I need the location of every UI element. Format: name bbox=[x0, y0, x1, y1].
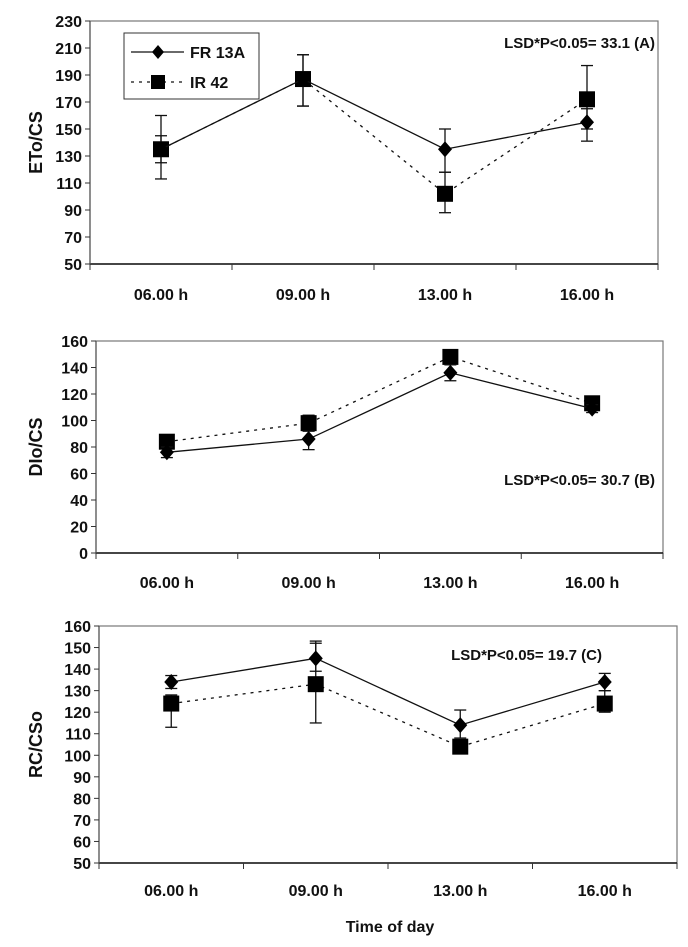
x-tick-label: 06.00 h bbox=[134, 287, 188, 304]
data-point-diamond bbox=[585, 400, 600, 417]
series-line-fr-13a bbox=[160, 78, 588, 150]
y-tick-label: 110 bbox=[56, 176, 82, 193]
y-tick-label: 150 bbox=[64, 641, 91, 658]
data-point-square bbox=[579, 91, 595, 108]
data-point-diamond bbox=[308, 650, 323, 667]
y-tick-label: 110 bbox=[65, 727, 91, 744]
data-point-square bbox=[452, 738, 469, 755]
y-tick-label: 90 bbox=[64, 203, 82, 220]
data-point-diamond bbox=[164, 674, 179, 691]
y-tick-label: 140 bbox=[64, 662, 91, 679]
data-point-square bbox=[158, 433, 175, 450]
data-point-square bbox=[437, 185, 453, 202]
x-tick-label: 09.00 h bbox=[276, 287, 330, 304]
x-tick-label: 13.00 h bbox=[433, 883, 487, 900]
y-tick-label: 20 bbox=[70, 520, 88, 537]
y-tick-label: 80 bbox=[70, 440, 88, 457]
y-axis-title: ETo/CS bbox=[26, 111, 46, 174]
y-tick-label: 40 bbox=[70, 493, 88, 510]
y-tick-label: 0 bbox=[79, 546, 88, 563]
legend-diamond-marker bbox=[152, 45, 164, 59]
plot-frame bbox=[95, 340, 664, 554]
x-tick-label: 06.00 h bbox=[144, 883, 198, 900]
y-tick-label: 70 bbox=[64, 230, 82, 247]
y-tick-label: 50 bbox=[64, 257, 82, 274]
y-tick-label: 90 bbox=[73, 770, 91, 787]
lsd-annotation: LSD*P<0.05= 30.7 (B) bbox=[504, 472, 655, 489]
y-tick-label: 120 bbox=[61, 387, 88, 404]
series-line-fr-13a bbox=[166, 372, 593, 453]
legend-label-ir42: IR 42 bbox=[190, 75, 228, 92]
y-tick-label: 100 bbox=[64, 748, 91, 765]
x-tick-label: 16.00 h bbox=[578, 883, 632, 900]
x-tick-label: 06.00 h bbox=[140, 575, 194, 592]
series-line-ir-42 bbox=[171, 683, 605, 748]
data-point-diamond bbox=[453, 717, 468, 734]
y-tick-label: 160 bbox=[64, 619, 91, 636]
data-point-diamond bbox=[443, 364, 458, 381]
y-axis-title: DIo/CS bbox=[26, 417, 46, 476]
series-line-fr-13a bbox=[171, 657, 605, 726]
y-axis-title: RC/CSo bbox=[26, 711, 46, 778]
data-point-diamond bbox=[154, 141, 168, 158]
y-tick-label: 190 bbox=[55, 68, 82, 85]
x-axis-title: Time of day bbox=[346, 919, 435, 936]
legend-square-marker bbox=[151, 75, 165, 89]
data-point-square bbox=[300, 415, 317, 432]
x-tick-label: 09.00 h bbox=[289, 883, 343, 900]
data-point-square bbox=[163, 695, 180, 712]
legend-label-fr13a: FR 13A bbox=[190, 45, 246, 62]
y-tick-label: 170 bbox=[55, 95, 82, 112]
data-point-square bbox=[307, 676, 324, 693]
y-tick-label: 140 bbox=[61, 361, 88, 378]
x-tick-label: 09.00 h bbox=[281, 575, 335, 592]
legend-box bbox=[123, 32, 260, 100]
data-point-square bbox=[442, 348, 459, 365]
data-point-square bbox=[596, 695, 613, 712]
series-line-ir-42 bbox=[166, 356, 593, 443]
data-point-diamond bbox=[301, 431, 316, 448]
x-tick-label: 16.00 h bbox=[565, 575, 619, 592]
lsd-annotation: LSD*P<0.05= 33.1 (A) bbox=[504, 35, 655, 52]
x-tick-label: 13.00 h bbox=[418, 287, 472, 304]
y-tick-label: 100 bbox=[61, 414, 88, 431]
data-point-diamond bbox=[580, 114, 594, 131]
x-tick-label: 16.00 h bbox=[560, 287, 614, 304]
y-tick-label: 80 bbox=[73, 791, 91, 808]
y-tick-label: 230 bbox=[55, 14, 82, 31]
y-tick-label: 50 bbox=[73, 856, 91, 873]
y-tick-label: 210 bbox=[55, 41, 82, 58]
x-tick-label: 13.00 h bbox=[423, 575, 477, 592]
data-point-diamond bbox=[159, 444, 174, 461]
y-tick-label: 160 bbox=[61, 334, 88, 351]
y-tick-label: 60 bbox=[70, 467, 88, 484]
y-tick-label: 130 bbox=[64, 684, 91, 701]
data-point-diamond bbox=[296, 71, 310, 88]
y-tick-label: 150 bbox=[55, 122, 82, 139]
y-tick-label: 130 bbox=[55, 149, 82, 166]
y-tick-label: 60 bbox=[73, 834, 91, 851]
data-point-diamond bbox=[597, 674, 612, 691]
y-tick-label: 70 bbox=[73, 813, 91, 830]
data-point-diamond bbox=[438, 141, 452, 158]
y-tick-label: 120 bbox=[64, 705, 91, 722]
lsd-annotation: LSD*P<0.05= 19.7 (C) bbox=[451, 647, 602, 664]
series-line-ir-42 bbox=[160, 78, 588, 195]
